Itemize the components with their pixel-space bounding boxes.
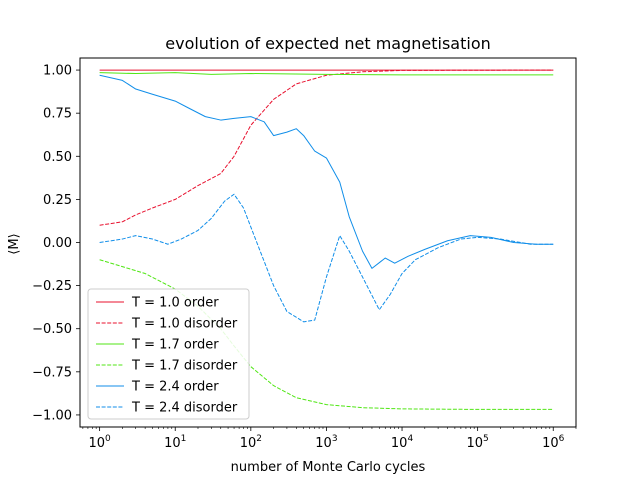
x-tick-label: 106: [542, 434, 565, 451]
x-tick-label: 104: [391, 434, 414, 451]
x-tick-label: 103: [315, 434, 337, 451]
y-tick-label: 0.50: [43, 150, 72, 165]
y-axis: 1.00 0.75 0.50 0.25 0.00 −0.25 −0.50 −0.75 −1.00: [32, 64, 80, 423]
series-line-1: [99, 69, 554, 226]
x-tick-label: 105: [466, 434, 488, 451]
x-tick-label: 102: [240, 434, 262, 451]
legend-label: T = 2.4 order: [131, 380, 219, 395]
legend-label: T = 2.4 disorder: [131, 401, 238, 416]
y-tick-label: 1.00: [43, 64, 72, 79]
series-line-5: [99, 193, 554, 323]
series-line-2: [99, 72, 554, 76]
series-line-3: [99, 259, 554, 410]
y-axis-title: ⟨M⟩: [7, 233, 22, 254]
y-tick-label: −0.25: [32, 279, 72, 294]
series-layer: [99, 69, 554, 410]
y-tick-label: 0.00: [43, 236, 72, 251]
x-tick-label: 100: [88, 434, 111, 451]
legend-label: T = 1.7 disorder: [131, 359, 238, 374]
x-tick-label: 101: [164, 434, 186, 451]
legend-box: [87, 288, 250, 420]
y-tick-label: −0.50: [32, 322, 72, 337]
chart-title: evolution of expected net magnetisation: [165, 34, 491, 53]
legend: T = 1.0 order T = 1.0 disorder T = 1.7 ord…: [87, 288, 250, 420]
y-tick-label: 0.75: [43, 107, 72, 122]
legend-label: T = 1.0 order: [131, 296, 219, 311]
legend-label: T = 1.7 order: [131, 338, 219, 353]
x-axis-title: number of Monte Carlo cycles: [231, 460, 426, 475]
y-tick-label: −1.00: [32, 408, 72, 423]
y-tick-label: −0.75: [32, 365, 72, 380]
y-tick-label: 0.25: [43, 193, 72, 208]
series-line-4: [99, 74, 554, 269]
legend-label: T = 1.0 disorder: [131, 317, 238, 332]
x-axis: 100 101 102 103 104 105 106: [82, 427, 577, 451]
